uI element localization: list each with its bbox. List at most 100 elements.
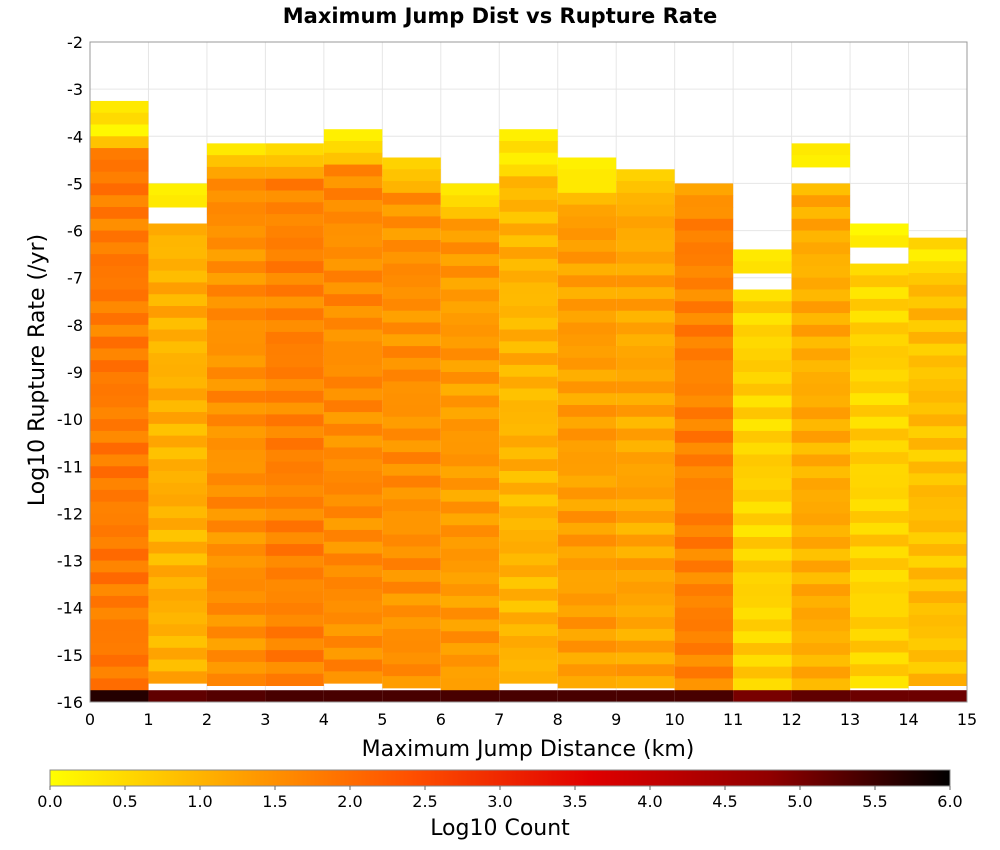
heatmap-cell [206, 343, 266, 356]
heatmap-cell [90, 242, 149, 255]
heatmap-cell [148, 506, 207, 519]
heatmap-cell [674, 395, 734, 408]
heatmap-cell [90, 560, 149, 573]
heatmap-cell [733, 643, 792, 656]
heatmap-cell [908, 485, 967, 498]
heatmap-cell [265, 202, 324, 215]
heatmap-cell [908, 591, 967, 604]
heatmap-cell [382, 322, 441, 335]
heatmap-cell [206, 143, 266, 156]
heatmap-cell [148, 624, 207, 637]
heatmap-cell [382, 522, 441, 536]
heatmap-cell [557, 522, 617, 536]
heatmap-cell [382, 605, 441, 618]
heatmap-cell [674, 289, 734, 302]
heatmap-cell [323, 388, 383, 401]
plot-frame [89, 41, 968, 703]
y-tick-label: -11 [57, 457, 83, 476]
heatmap-cell [616, 334, 675, 347]
heatmap-cell [206, 426, 266, 439]
heatmap-cell [382, 192, 441, 206]
heatmap-cell-floor [791, 690, 851, 702]
heatmap-cell [206, 496, 266, 510]
heatmap-cell [499, 388, 558, 401]
heatmap-cell [90, 159, 149, 173]
heatmap-cell [265, 343, 324, 356]
heatmap-cell [265, 461, 324, 474]
heatmap-cell [908, 296, 967, 309]
heatmap-cell [90, 643, 149, 656]
heatmap-cell [733, 654, 792, 668]
heatmap-cell [206, 461, 266, 474]
heatmap-cell [90, 289, 149, 302]
heatmap-cell [499, 152, 558, 166]
heatmap-cell [265, 284, 324, 298]
heatmap-cell [791, 313, 851, 326]
heatmap-cell [440, 183, 500, 196]
heatmap-cell [616, 487, 675, 500]
heatmap-cell [323, 529, 383, 543]
y-tick-label: -3 [67, 80, 83, 99]
heatmap-cell [791, 595, 851, 609]
heatmap-cell [557, 263, 617, 276]
heatmap-cell [382, 298, 441, 312]
heatmap-cell [323, 482, 383, 496]
heatmap-cell [674, 513, 734, 526]
heatmap-cell [265, 485, 324, 498]
heatmap-cell [382, 334, 441, 347]
heatmap-cell [616, 511, 675, 524]
heatmap-cell [733, 430, 792, 444]
heatmap-cell [382, 475, 441, 488]
heatmap-cell [440, 242, 500, 255]
heatmap-cell [90, 395, 149, 408]
heatmap-cell-floor [733, 690, 792, 702]
heatmap-cell [382, 275, 441, 288]
heatmap-cell [499, 647, 558, 661]
heatmap-cell [674, 265, 734, 279]
colorbar-tick-label: 5.5 [862, 792, 887, 811]
y-tick-label: -12 [57, 504, 83, 523]
x-tick-label: 6 [436, 710, 446, 729]
heatmap-cell [908, 249, 967, 262]
heatmap-cell [265, 155, 324, 168]
heatmap-cell [674, 595, 734, 609]
heatmap-cell [206, 661, 266, 675]
heatmap-cell [440, 478, 500, 491]
heatmap-cell [206, 402, 266, 415]
heatmap-cell [908, 650, 967, 663]
heatmap-cell [908, 331, 967, 345]
heatmap-cell-floor [90, 690, 149, 702]
heatmap-cell [850, 570, 909, 583]
heatmap-cell [90, 478, 149, 491]
heatmap-cell [323, 247, 383, 260]
heatmap-cell [791, 643, 851, 656]
colorbar-label: Log10 Count [430, 816, 570, 841]
heatmap-cell [206, 379, 266, 392]
heatmap-cell-floor [908, 690, 967, 702]
heatmap-cell [323, 341, 383, 354]
heatmap-cell [323, 412, 383, 425]
heatmap-cell [499, 659, 558, 672]
heatmap-cell [908, 614, 967, 628]
heatmap-cell [148, 423, 207, 437]
heatmap-cell [850, 369, 909, 382]
heatmap-cell [499, 129, 558, 142]
heatmap-cell [206, 190, 266, 203]
heatmap-cell [850, 440, 909, 453]
heatmap-cell [733, 407, 792, 420]
heatmap-cell [616, 357, 675, 371]
heatmap-cell [265, 273, 324, 286]
heatmap-cell [382, 534, 441, 547]
heatmap-cell [148, 258, 207, 272]
heatmap-cell [791, 383, 851, 397]
heatmap-cell [440, 595, 500, 609]
heatmap-cell [148, 529, 207, 543]
heatmap-cell [206, 544, 266, 557]
heatmap-cell [382, 570, 441, 583]
heatmap-cell [148, 553, 207, 566]
heatmap-cell [674, 584, 734, 597]
heatmap-cell [499, 176, 558, 189]
heatmap-cell [557, 204, 617, 217]
colorbar-tick-label: 2.0 [337, 792, 362, 811]
heatmap-cell [148, 364, 207, 378]
